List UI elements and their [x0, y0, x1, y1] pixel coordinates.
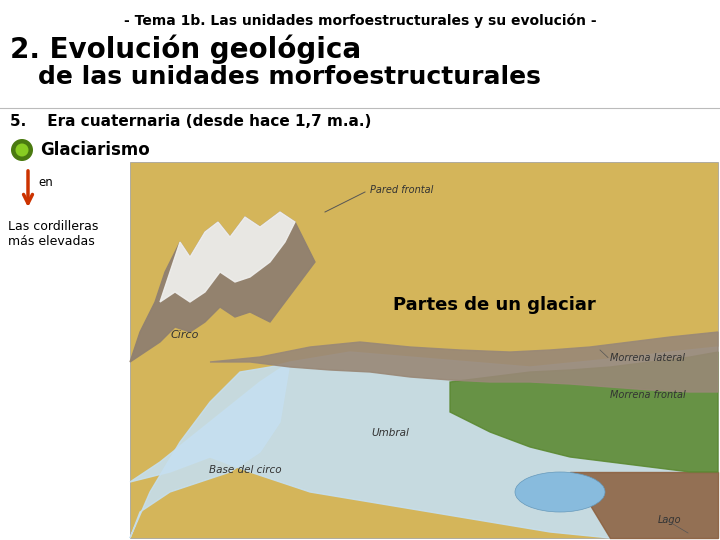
Polygon shape [160, 212, 295, 302]
Text: Circo: Circo [171, 330, 199, 340]
Polygon shape [130, 212, 315, 362]
Polygon shape [450, 352, 718, 472]
Ellipse shape [515, 472, 605, 512]
Text: - Tema 1b. Las unidades morfoestructurales y su evolución -: - Tema 1b. Las unidades morfoestructural… [124, 14, 596, 29]
Text: Morrena lateral: Morrena lateral [610, 353, 685, 362]
Polygon shape [210, 332, 718, 392]
Text: de las unidades morfoestructurales: de las unidades morfoestructurales [38, 65, 541, 89]
Text: Las cordilleras
más elevadas: Las cordilleras más elevadas [8, 220, 99, 248]
Text: Lago: Lago [658, 515, 682, 525]
Text: Partes de un glaciar: Partes de un glaciar [393, 296, 596, 314]
Bar [130, 162, 718, 538]
Text: en: en [38, 177, 53, 190]
Polygon shape [570, 472, 718, 538]
Ellipse shape [11, 139, 33, 161]
Ellipse shape [16, 144, 29, 157]
Text: Pared frontal: Pared frontal [370, 185, 433, 195]
Polygon shape [130, 362, 290, 538]
Text: Morrena frontal: Morrena frontal [610, 390, 685, 400]
Text: Glaciarismo: Glaciarismo [40, 141, 150, 159]
Text: 2. Evolución geológica: 2. Evolución geológica [10, 35, 361, 64]
Text: 5.    Era cuaternaria (desde hace 1,7 m.a.): 5. Era cuaternaria (desde hace 1,7 m.a.) [10, 114, 372, 129]
Polygon shape [130, 347, 718, 538]
Text: Umbral: Umbral [371, 428, 409, 438]
Text: Base del circo: Base del circo [209, 465, 282, 475]
